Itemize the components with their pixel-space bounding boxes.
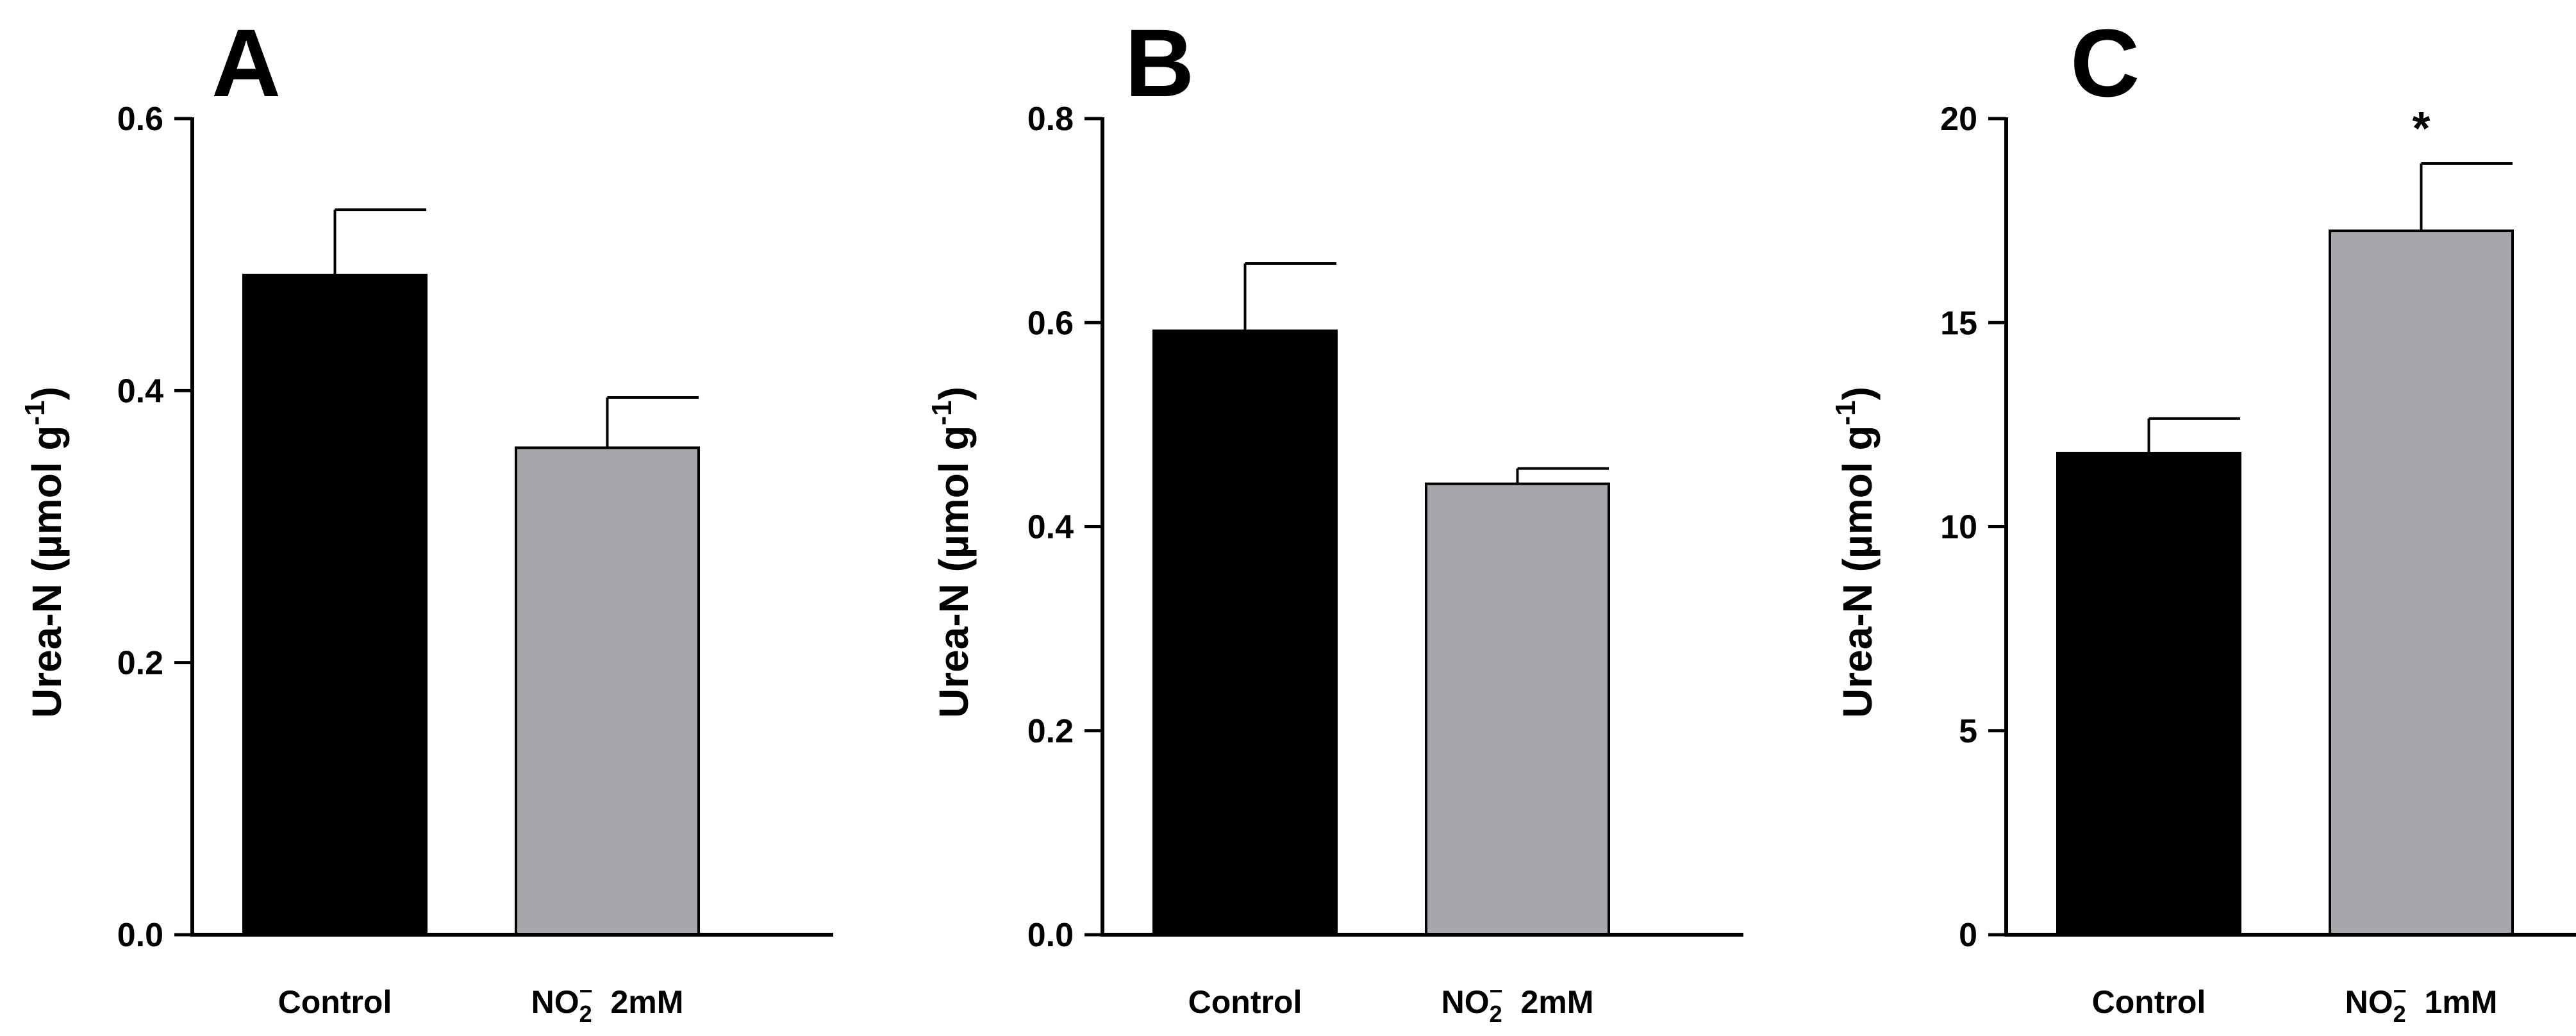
- bar-treatment: [1425, 482, 1610, 936]
- chart-panel-a: 0.0 0.2 0.4 0.6 Urea-N (µmol g-1) A Control NO2…: [19, 9, 833, 1027]
- significance-marker: *: [2412, 103, 2430, 155]
- x-category-label: Control: [278, 984, 392, 1020]
- y-tick-label: 0.0: [1027, 917, 1074, 954]
- y-tick-label: 20: [1940, 101, 1977, 138]
- chart-panel-b: 0.0 0.2 0.4 0.6 0.8 Urea-N (µmol g-1) B Control…: [926, 9, 1743, 1027]
- panel-label: B: [1125, 9, 1194, 117]
- x-category-label: Control: [2092, 984, 2206, 1020]
- x-category-label: NO2− 1mM: [2345, 978, 2498, 1027]
- x-category-label: NO2− 2mM: [1442, 978, 1594, 1027]
- y-tick-label: 0.6: [117, 101, 163, 138]
- y-tick-label: 5: [1959, 713, 1977, 750]
- y-tick-label: 0.0: [117, 917, 163, 954]
- bar-control: [1152, 329, 1338, 936]
- y-tick-label: 0.8: [1027, 101, 1074, 138]
- y-tick-label: 0.6: [1027, 305, 1074, 342]
- bar-control: [2056, 451, 2241, 936]
- y-tick-label: 10: [1940, 509, 1977, 546]
- y-tick-label: 0: [1959, 917, 1977, 954]
- y-tick-label: 0.4: [117, 372, 163, 410]
- panel-label: C: [2070, 9, 2140, 117]
- bar-treatment: [2329, 230, 2514, 937]
- y-axis-label: Urea-N (µmol g-1): [19, 387, 70, 718]
- y-tick-label: 15: [1940, 305, 1977, 342]
- panel-label: A: [212, 9, 281, 117]
- y-tick-label: 0.2: [1027, 713, 1074, 750]
- x-category-label: NO2− 2mM: [531, 978, 684, 1027]
- chart-panel-c: * 0 5 10 15 20 Urea-N (µmol g-1) C Control NO2− 1…: [1830, 9, 2576, 1027]
- x-category-label: Control: [1188, 984, 1302, 1020]
- y-tick-label: 0.4: [1027, 509, 1074, 546]
- y-tick-label: 0.2: [117, 645, 163, 682]
- y-axis-label: Urea-N (µmol g-1): [926, 387, 977, 718]
- bar-treatment: [515, 446, 700, 936]
- bar-control: [242, 273, 428, 936]
- y-axis-label: Urea-N (µmol g-1): [1830, 387, 1881, 718]
